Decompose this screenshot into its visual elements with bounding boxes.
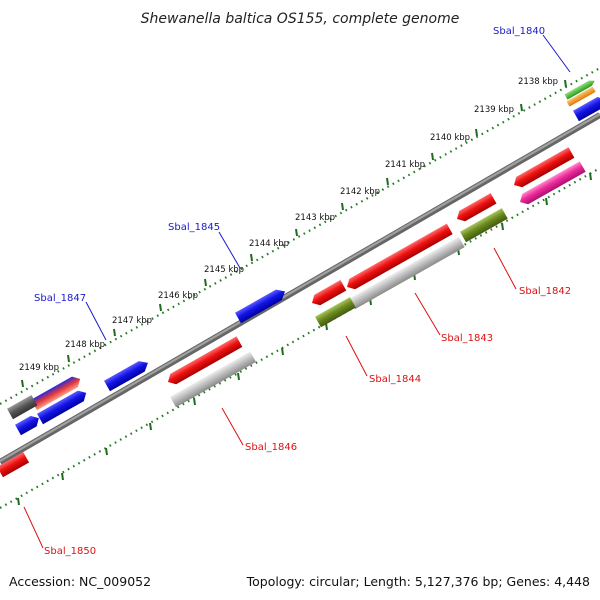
gene-labels-reverse: Sbal_1842 Sbal_1843 Sbal_1844 Sbal_1846 … — [44, 286, 571, 557]
gene-feature[interactable] — [37, 388, 89, 425]
scale-label: 2139 kbp — [474, 105, 514, 115]
gene-feature[interactable] — [104, 358, 151, 392]
gene-label-sbal-1843[interactable]: Sbal_1843 — [441, 333, 493, 344]
gene-feature[interactable] — [315, 297, 356, 328]
map-title: Shewanella baltica OS155, complete genom… — [141, 11, 460, 27]
gene-feature[interactable] — [309, 280, 347, 308]
gene-feature[interactable] — [0, 452, 30, 478]
genome-backbone — [0, 112, 600, 465]
gene-label-sbal-1840[interactable]: Sbal_1840 — [493, 26, 545, 37]
scale-label: 2149 kbp — [19, 363, 59, 373]
scale-label: 2146 kbp — [158, 291, 198, 301]
scale-label: 2140 kbp — [430, 133, 470, 143]
scale-label: 2145 kbp — [204, 265, 244, 275]
gene-feature[interactable] — [15, 413, 42, 436]
gene-label-sbal-1844[interactable]: Sbal_1844 — [369, 374, 421, 385]
inner-scale-track — [0, 167, 600, 509]
gene-feature[interactable] — [566, 86, 596, 107]
accession-text: Accession: NC_009052 — [9, 574, 151, 589]
scale-labels: 2138 kbp 2139 kbp 2140 kbp 2141 kbp 2142… — [19, 77, 558, 373]
label-leader-lines — [23, 34, 571, 549]
gene-feature[interactable] — [517, 161, 586, 207]
gene-feature[interactable] — [165, 336, 243, 387]
gene-feature[interactable] — [454, 193, 497, 224]
gene-label-sbal-1845[interactable]: Sbal_1845 — [168, 222, 220, 233]
scale-label: 2144 kbp — [249, 239, 289, 249]
reverse-genes — [0, 147, 586, 478]
outer-major-ticks — [21, 79, 567, 388]
forward-genes — [7, 78, 600, 436]
gene-feature[interactable] — [344, 223, 453, 293]
gene-feature[interactable] — [564, 78, 597, 100]
gene-feature[interactable] — [7, 394, 38, 420]
gene-feature[interactable] — [511, 147, 575, 190]
scale-label: 2147 kbp — [112, 316, 152, 326]
gene-feature[interactable] — [170, 351, 257, 408]
outer-scale-track — [0, 67, 600, 405]
gene-feature[interactable] — [31, 374, 83, 411]
gene-feature[interactable] — [573, 94, 600, 122]
gene-feature[interactable] — [235, 286, 288, 324]
scale-label: 2141 kbp — [385, 160, 425, 170]
gene-label-sbal-1850[interactable]: Sbal_1850 — [44, 546, 96, 557]
gene-feature[interactable] — [349, 236, 465, 310]
scale-label: 2148 kbp — [65, 340, 105, 350]
gene-labels-forward: Sbal_1840 Sbal_1845 Sbal_1847 — [34, 26, 545, 304]
genome-summary-text: Topology: circular; Length: 5,127,376 bp… — [246, 574, 590, 589]
gene-label-sbal-1847[interactable]: Sbal_1847 — [34, 293, 86, 304]
gene-feature[interactable] — [460, 208, 508, 243]
gene-label-sbal-1842[interactable]: Sbal_1842 — [519, 286, 571, 297]
scale-label: 2142 kbp — [340, 187, 380, 197]
scale-label: 2143 kbp — [295, 213, 335, 223]
scale-label: 2138 kbp — [518, 77, 558, 87]
gene-label-sbal-1846[interactable]: Sbal_1846 — [245, 442, 297, 453]
